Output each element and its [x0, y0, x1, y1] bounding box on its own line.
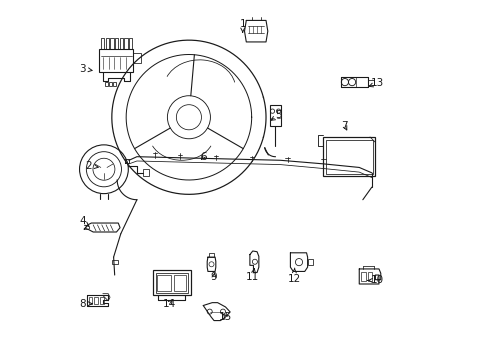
Bar: [367, 80, 373, 85]
Text: 3: 3: [79, 64, 92, 74]
Bar: [361, 272, 365, 281]
Bar: [153, 270, 190, 296]
Text: 8: 8: [79, 299, 92, 309]
Bar: [157, 275, 171, 291]
Bar: [104, 82, 107, 86]
Text: 4: 4: [79, 216, 89, 226]
Bar: [133, 53, 140, 63]
Text: 6: 6: [200, 152, 206, 162]
Bar: [174, 275, 185, 291]
Text: 2: 2: [85, 161, 98, 171]
Bar: [307, 259, 312, 265]
Text: 9: 9: [210, 272, 217, 282]
Bar: [325, 140, 372, 174]
Bar: [109, 82, 112, 86]
Bar: [100, 297, 103, 305]
Bar: [88, 297, 92, 305]
Text: 5: 5: [271, 111, 281, 121]
Bar: [156, 273, 187, 293]
Bar: [323, 137, 375, 176]
Bar: [113, 82, 116, 86]
Bar: [367, 272, 371, 281]
Text: 1: 1: [239, 19, 245, 32]
Text: 15: 15: [219, 312, 232, 322]
Bar: [142, 169, 149, 176]
Bar: [269, 105, 281, 126]
Text: 11: 11: [245, 269, 259, 282]
Text: 7: 7: [341, 121, 347, 131]
Text: 13: 13: [368, 78, 384, 88]
Bar: [99, 49, 133, 72]
Text: 10: 10: [367, 275, 383, 285]
Bar: [94, 297, 98, 305]
Text: 12: 12: [287, 268, 300, 284]
Text: 14: 14: [162, 299, 176, 309]
Bar: [209, 253, 213, 257]
Bar: [112, 260, 117, 264]
